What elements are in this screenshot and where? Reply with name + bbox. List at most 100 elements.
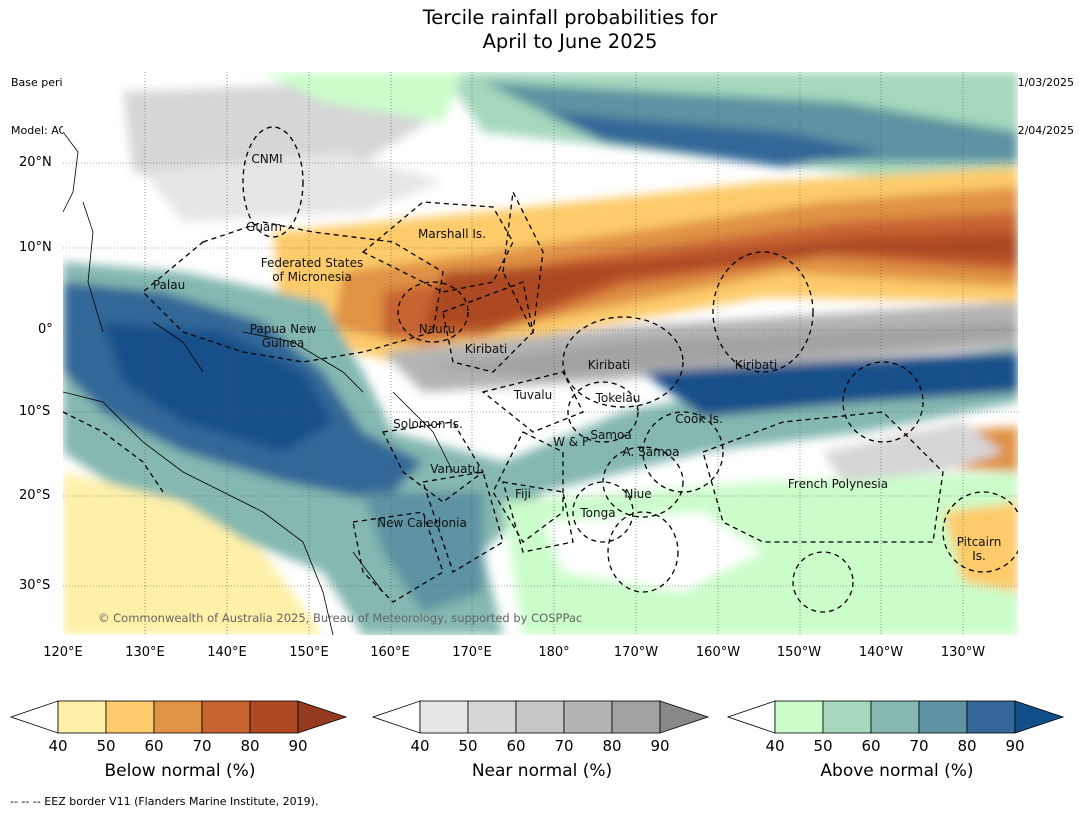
- x-tick-170w: 170°W: [613, 645, 659, 660]
- colorbar-tick-label: 60: [144, 737, 164, 755]
- colorbar-swatch: [249, 700, 299, 734]
- colorbar-tick-label: 50: [96, 737, 116, 755]
- label-fiji: Fiji: [514, 487, 532, 501]
- colorbar-swatch: [419, 700, 469, 734]
- colorbar-tick-label: 60: [506, 737, 526, 755]
- x-tick-150e: 150°E: [289, 645, 329, 660]
- colorbar-tick-label: 60: [861, 737, 881, 755]
- colorbar-swatch: [918, 700, 968, 734]
- colorbar-below-title: Below normal (%): [104, 761, 256, 781]
- map-canvas: [63, 72, 1018, 635]
- colorbar-max-extension: [659, 700, 710, 734]
- title-line-1: Tercile rainfall probabilities for: [422, 6, 718, 29]
- copyright-notice: © Commonwealth of Australia 2025, Bureau…: [98, 611, 583, 625]
- rainfall-map: CNMI Guam Marshall Is. Federated States …: [63, 72, 1018, 635]
- eez-borders: [63, 126, 1018, 613]
- colorbar-tick-label: 70: [554, 737, 574, 755]
- label-palau: Palau: [152, 278, 186, 292]
- y-tick-10n: 10°N: [19, 240, 52, 255]
- y-tick-20s: 20°S: [19, 488, 51, 503]
- colorbar-swatch: [870, 700, 920, 734]
- label-american-samoa: A. Samoa: [622, 445, 680, 459]
- map-title: Tercile rainfall probabilities for April…: [0, 6, 1085, 54]
- label-solomon-is: Solomon Is.: [393, 417, 463, 431]
- colorbar-near-swatches: [372, 700, 710, 734]
- colorbar-max-extension: [297, 700, 348, 734]
- label-samoa: Samoa: [590, 428, 632, 442]
- label-kiribati-east: Kiribati: [734, 358, 778, 372]
- label-nauru: Nauru: [418, 322, 456, 336]
- eez-footnote: -- -- -- EEZ border V11 (Flanders Marine…: [10, 795, 319, 808]
- colorbar-swatch: [774, 700, 824, 734]
- label-kiribati-west: Kiribati: [464, 342, 508, 356]
- colorbar-below-swatches: [10, 700, 348, 734]
- colorbar-above-title: Above normal (%): [820, 761, 974, 781]
- colorbar-tick-label: 50: [458, 737, 478, 755]
- colorbar-tick-label: 90: [1005, 737, 1025, 755]
- colorbar-min-extension: [727, 700, 776, 734]
- label-vanuatu: Vanuatu: [430, 462, 480, 476]
- label-niue: Niue: [624, 487, 652, 501]
- colorbar-swatch: [57, 700, 107, 734]
- label-png: Papua New Guinea: [249, 322, 317, 350]
- colorbar-near-title: Near normal (%): [471, 761, 613, 781]
- label-wallis-futuna: W & F: [553, 435, 589, 449]
- title-line-2: April to June 2025: [482, 30, 658, 53]
- label-kiribati-central: Kiribati: [587, 358, 631, 372]
- x-tick-120e: 120°E: [43, 645, 83, 660]
- graticule: [63, 72, 1018, 635]
- colorbar-above-normal: Above normal (%) 40 50 60 70 80 90: [727, 700, 1067, 790]
- x-tick-150w: 150°W: [776, 645, 822, 660]
- colorbar-swatch: [611, 700, 661, 734]
- colorbar-tick-label: 70: [909, 737, 929, 755]
- colorbar-tick-label: 50: [813, 737, 833, 755]
- colorbar-swatch: [966, 700, 1016, 734]
- label-marshall-is: Marshall Is.: [418, 227, 486, 241]
- y-tick-10s: 10°S: [19, 404, 51, 419]
- x-tick-160w: 160°W: [695, 645, 741, 660]
- colorbar-tick-label: 80: [602, 737, 622, 755]
- label-pitcairn-is: Pitcairn Is.: [956, 535, 1002, 563]
- label-guam: Guam: [246, 220, 282, 234]
- probability-fields: [63, 72, 1018, 635]
- colorbar-swatch: [153, 700, 203, 734]
- label-new-caledonia: New Caledonia: [377, 516, 467, 530]
- colorbar-near-normal: Near normal (%) 40 50 60 70 80 90: [372, 700, 712, 790]
- colorbar-tick-label: 80: [957, 737, 977, 755]
- colorbar-tick-label: 80: [240, 737, 260, 755]
- x-tick-180: 180°: [538, 645, 570, 660]
- colorbar-min-extension: [10, 700, 59, 734]
- colorbar-swatch: [822, 700, 872, 734]
- x-tick-130e: 130°E: [125, 645, 165, 660]
- label-tuvalu: Tuvalu: [513, 388, 553, 402]
- colorbar-tick-label: 40: [765, 737, 785, 755]
- colorbar-tick-label: 90: [650, 737, 670, 755]
- label-french-polynesia: French Polynesia: [787, 477, 889, 491]
- label-cnmi: CNMI: [251, 152, 283, 166]
- colorbar-swatch: [201, 700, 251, 734]
- y-tick-30s: 30°S: [19, 578, 51, 593]
- colorbar-above-swatches: [727, 700, 1065, 734]
- label-tokelau: Tokelau: [595, 391, 641, 405]
- colorbar-below-normal: Below normal (%) 40 50 60 70 80 90: [10, 700, 350, 790]
- x-tick-140w: 140°W: [858, 645, 904, 660]
- colorbar-swatch: [515, 700, 565, 734]
- colorbar-max-extension: [1014, 700, 1065, 734]
- label-cook-is: Cook Is.: [675, 412, 723, 426]
- colorbar-min-extension: [372, 700, 421, 734]
- colorbar-tick-label: 40: [410, 737, 430, 755]
- colorbar-tick-label: 40: [48, 737, 68, 755]
- coastlines: [63, 131, 454, 635]
- colorbar-swatch: [467, 700, 517, 734]
- colorbar-swatch: [105, 700, 155, 734]
- y-tick-20n: 20°N: [19, 155, 52, 170]
- y-tick-0: 0°: [38, 322, 53, 337]
- x-tick-160e: 160°E: [370, 645, 410, 660]
- label-micronesia: Federated States of Micronesia: [260, 256, 364, 284]
- colorbar-tick-label: 70: [192, 737, 212, 755]
- colorbar-tick-label: 90: [288, 737, 308, 755]
- x-tick-170e: 170°E: [452, 645, 492, 660]
- colorbar-swatch: [563, 700, 613, 734]
- x-tick-130w: 130°W: [940, 645, 986, 660]
- x-tick-140e: 140°E: [207, 645, 247, 660]
